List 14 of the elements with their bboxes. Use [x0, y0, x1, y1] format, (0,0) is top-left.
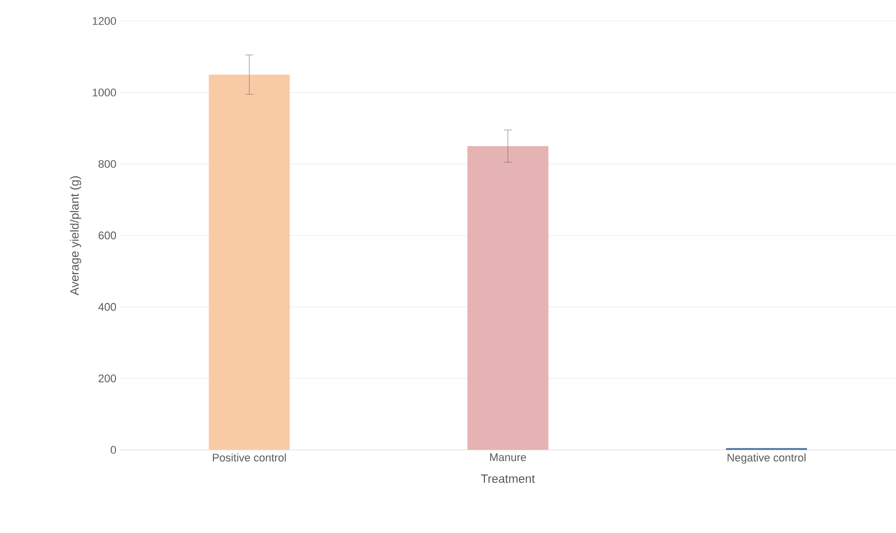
y-tick-label: 400 — [98, 303, 116, 311]
y-tick-label: 600 — [98, 232, 116, 240]
bar — [467, 146, 548, 450]
x-tick-label: Positive control — [212, 453, 286, 462]
x-tick-label: Negative control — [728, 453, 806, 464]
bar — [208, 74, 290, 450]
y-tick-label: 200 — [98, 374, 116, 382]
x-tick-label: Manure — [490, 453, 526, 462]
y-axis-title: Average yield/plant (g) — [70, 176, 82, 296]
y-tick-label: 1000 — [92, 88, 116, 96]
y-tick-label: 0 — [110, 446, 116, 454]
y-tick-label: 800 — [98, 160, 116, 168]
x-axis-title: Treatment — [481, 474, 535, 483]
y-tick-label: 1200 — [92, 17, 116, 25]
